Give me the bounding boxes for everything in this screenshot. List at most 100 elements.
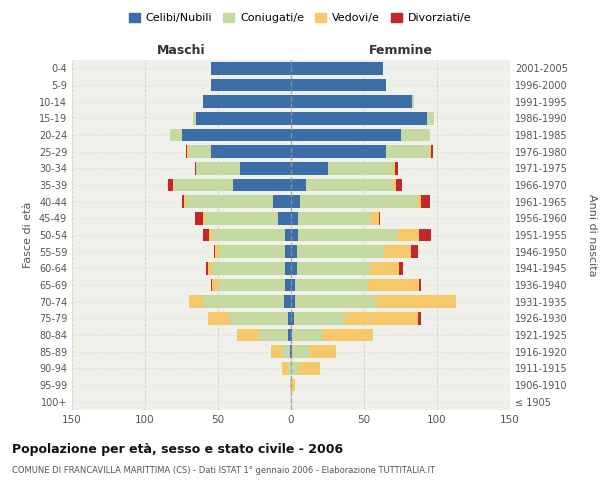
Bar	[300, 196, 416, 208]
Bar	[310, 346, 336, 358]
Bar	[297, 262, 370, 274]
Bar	[285, 229, 291, 241]
Bar	[291, 312, 294, 324]
Bar	[386, 146, 430, 158]
Bar	[328, 162, 393, 174]
Bar	[368, 279, 419, 291]
Bar	[291, 96, 412, 108]
Bar	[292, 346, 310, 358]
Bar	[291, 62, 383, 74]
Bar	[194, 212, 203, 224]
Text: COMUNE DI FRANCAVILLA MARITTIMA (CS) - Dati ISTAT 1° gennaio 2006 - Elaborazione: COMUNE DI FRANCAVILLA MARITTIMA (CS) - D…	[12, 466, 435, 475]
Bar	[209, 229, 212, 241]
Bar	[211, 79, 291, 92]
Bar	[291, 146, 386, 158]
Bar	[211, 146, 291, 158]
Bar	[385, 246, 411, 258]
Bar	[401, 129, 430, 141]
Bar	[203, 296, 284, 308]
Bar	[411, 246, 418, 258]
Bar	[288, 312, 291, 324]
Bar	[186, 196, 274, 208]
Bar	[291, 212, 298, 224]
Bar	[295, 296, 376, 308]
Bar	[398, 229, 419, 241]
Bar	[291, 296, 295, 308]
Bar	[298, 362, 320, 374]
Bar	[182, 196, 184, 208]
Bar	[290, 379, 291, 391]
Bar	[292, 379, 295, 391]
Bar	[194, 162, 196, 174]
Bar	[291, 262, 297, 274]
Bar	[290, 346, 291, 358]
Bar	[379, 212, 380, 224]
Bar	[215, 246, 220, 258]
Bar	[187, 146, 189, 158]
Bar	[240, 162, 291, 174]
Bar	[285, 279, 291, 291]
Bar	[298, 229, 398, 241]
Text: Femmine: Femmine	[368, 44, 433, 57]
Bar	[278, 212, 291, 224]
Bar	[186, 146, 187, 158]
Bar	[399, 262, 403, 274]
Bar	[416, 196, 421, 208]
Bar	[376, 296, 456, 308]
Bar	[431, 146, 433, 158]
Bar	[291, 379, 292, 391]
Bar	[393, 162, 395, 174]
Text: Popolazione per età, sesso e stato civile - 2006: Popolazione per età, sesso e stato civil…	[12, 442, 343, 456]
Bar	[212, 229, 285, 241]
Bar	[291, 246, 297, 258]
Bar	[237, 329, 259, 341]
Legend: Celibi/Nubili, Coniugati/e, Vedovi/e, Divorziati/e: Celibi/Nubili, Coniugati/e, Vedovi/e, Di…	[124, 8, 476, 28]
Bar	[419, 279, 421, 291]
Bar	[371, 212, 379, 224]
Bar	[170, 129, 182, 141]
Y-axis label: Anni di nascita: Anni di nascita	[587, 194, 597, 276]
Bar	[182, 129, 291, 141]
Bar	[212, 262, 285, 274]
Bar	[291, 362, 298, 374]
Bar	[294, 312, 345, 324]
Bar	[184, 196, 186, 208]
Bar	[295, 279, 368, 291]
Bar	[291, 196, 300, 208]
Bar	[297, 246, 385, 258]
Bar	[196, 112, 291, 124]
Bar	[421, 196, 430, 208]
Y-axis label: Fasce di età: Fasce di età	[23, 202, 33, 268]
Bar	[370, 262, 399, 274]
Bar	[211, 279, 212, 291]
Bar	[291, 329, 292, 341]
Bar	[212, 279, 220, 291]
Bar	[285, 246, 291, 258]
Bar	[220, 279, 285, 291]
Bar	[305, 179, 393, 192]
Bar	[393, 179, 396, 192]
Bar	[214, 246, 215, 258]
Bar	[203, 212, 205, 224]
Bar	[291, 346, 292, 358]
Bar	[220, 246, 285, 258]
Bar	[193, 112, 196, 124]
Text: Maschi: Maschi	[157, 44, 206, 57]
Bar	[298, 212, 371, 224]
Bar	[322, 329, 373, 341]
Bar	[282, 362, 288, 374]
Bar	[291, 112, 427, 124]
Bar	[203, 229, 209, 241]
Bar	[205, 212, 278, 224]
Bar	[282, 346, 290, 358]
Bar	[430, 146, 431, 158]
Bar	[211, 62, 291, 74]
Bar	[418, 312, 421, 324]
Bar	[291, 162, 328, 174]
Bar	[206, 262, 208, 274]
Bar	[196, 162, 240, 174]
Bar	[419, 229, 431, 241]
Bar	[292, 329, 322, 341]
Bar	[395, 162, 398, 174]
Bar	[208, 312, 230, 324]
